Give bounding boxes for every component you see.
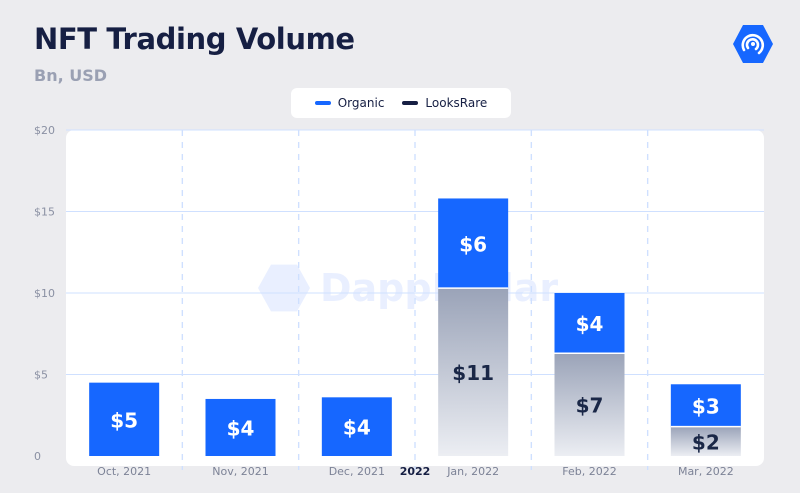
x-tick-label: Mar, 2022	[678, 465, 734, 478]
bar-organic	[554, 293, 625, 354]
bar-organic	[438, 198, 509, 289]
x-tick-label: Jan, 2022	[446, 465, 499, 478]
data-label-organic: $5	[110, 408, 138, 432]
legend-item-looksrare: LooksRare	[402, 96, 487, 110]
data-label-organic: $3	[692, 394, 720, 418]
y-tick-label: 0	[34, 450, 41, 463]
data-label-organic: $6	[459, 232, 487, 256]
y-tick-label: $5	[34, 369, 48, 382]
data-label-looksrare: $2	[692, 430, 720, 454]
legend-label-organic: Organic	[337, 96, 385, 110]
data-label-organic: $4	[227, 416, 255, 440]
legend-swatch-organic	[314, 101, 331, 105]
bar-looksrare	[554, 353, 625, 456]
legend-item-organic: Organic	[314, 96, 385, 110]
y-tick-label: $15	[34, 206, 55, 219]
chart-legend: Organic LooksRare	[291, 88, 511, 118]
x-tick-label: Nov, 2021	[212, 465, 268, 478]
bar-organic	[670, 384, 741, 427]
dappradar-logo-icon	[733, 25, 773, 63]
bar-looksrare	[438, 288, 509, 456]
bar-organic	[205, 398, 276, 456]
year-divider-label: 2022	[400, 465, 431, 478]
chart-title: NFT Trading Volume	[34, 22, 355, 56]
y-tick-label: $10	[34, 287, 55, 300]
x-tick-label: Feb, 2022	[562, 465, 616, 478]
legend-label-looksrare: LooksRare	[425, 96, 488, 110]
y-tick-label: $20	[34, 124, 55, 137]
data-label-looksrare: $11	[452, 361, 494, 385]
x-tick-label: Dec, 2021	[329, 465, 385, 478]
chart-subtitle: Bn, USD	[34, 66, 108, 85]
data-label-organic: $4	[343, 416, 371, 440]
data-label-organic: $4	[576, 312, 604, 336]
bar-organic	[89, 382, 160, 456]
x-tick-label: Oct, 2021	[97, 465, 151, 478]
bar-organic	[321, 397, 392, 456]
legend-swatch-looksrare	[402, 101, 419, 105]
bar-looksrare	[670, 426, 741, 456]
data-label-looksrare: $7	[576, 394, 604, 418]
